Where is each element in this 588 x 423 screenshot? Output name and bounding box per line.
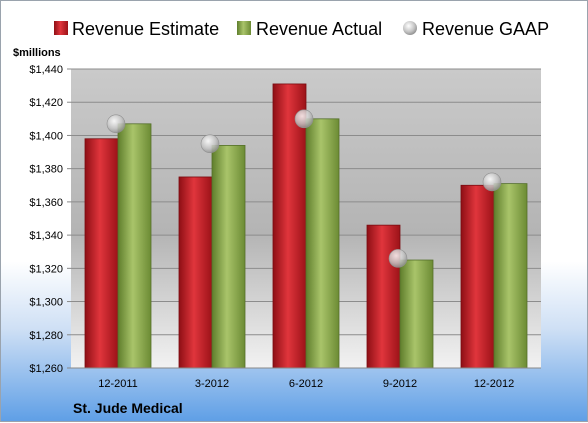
legend-swatch-actual	[237, 21, 251, 35]
y-tick-label: $1,300	[29, 297, 63, 309]
gaap-markers	[106, 109, 502, 268]
bar-revenue-actual	[399, 259, 434, 369]
y-tick-label: $1,440	[29, 64, 63, 76]
y-tick-label: $1,340	[29, 230, 63, 242]
legend: Revenue Estimate Revenue Actual Revenue …	[54, 19, 549, 39]
legend-label-estimate: Revenue Estimate	[72, 19, 219, 39]
marker-revenue-gaap	[388, 249, 408, 268]
bar-revenue-estimate	[272, 83, 307, 369]
x-tick-label: 12-2011	[98, 378, 138, 390]
x-axis-ticks: 12-2011 3-2012 6-2012 9-2012 12-2012	[98, 378, 514, 390]
y-tick-label: $1,420	[29, 97, 63, 109]
bar-revenue-estimate	[460, 184, 495, 369]
marker-revenue-gaap	[200, 134, 220, 154]
y-tick-label: $1,320	[29, 263, 63, 275]
company-name: St. Jude Medical	[73, 400, 183, 416]
y-tick-label: $1,400	[29, 130, 63, 142]
y-axis-unit-label: $millions	[13, 47, 61, 59]
legend-label-gaap: Revenue GAAP	[422, 19, 549, 39]
x-tick-label: 12-2012	[474, 378, 514, 390]
legend-item-estimate: Revenue Estimate	[54, 19, 219, 39]
y-axis-ticks: $1,260 $1,280 $1,300 $1,320 $1,340 $1,360 $1,3…	[29, 64, 63, 375]
bar-revenue-estimate	[178, 176, 213, 369]
legend-label-actual: Revenue Actual	[256, 19, 382, 39]
x-tick-label: 9-2012	[383, 378, 417, 390]
bar-revenue-actual	[117, 123, 152, 369]
x-tick-label: 6-2012	[289, 378, 323, 390]
bars	[84, 83, 528, 369]
legend-swatch-gaap	[403, 21, 417, 35]
legend-swatch-estimate	[54, 21, 68, 35]
bar-revenue-estimate	[366, 224, 401, 369]
bar-revenue-actual	[305, 118, 340, 369]
legend-item-gaap: Revenue GAAP	[403, 19, 549, 39]
y-tick-label: $1,360	[29, 197, 63, 209]
bar-revenue-actual	[493, 183, 528, 369]
marker-revenue-gaap	[482, 172, 502, 192]
y-tick-label: $1,280	[29, 330, 63, 342]
marker-revenue-gaap	[106, 114, 126, 134]
bar-revenue-actual	[211, 145, 246, 369]
legend-item-actual: Revenue Actual	[237, 19, 382, 39]
bar-revenue-estimate	[84, 138, 119, 369]
x-tick-label: 3-2012	[195, 378, 229, 390]
marker-revenue-gaap	[294, 109, 314, 129]
y-tick-label: $1,260	[29, 363, 63, 375]
y-tick-label: $1,380	[29, 164, 63, 176]
